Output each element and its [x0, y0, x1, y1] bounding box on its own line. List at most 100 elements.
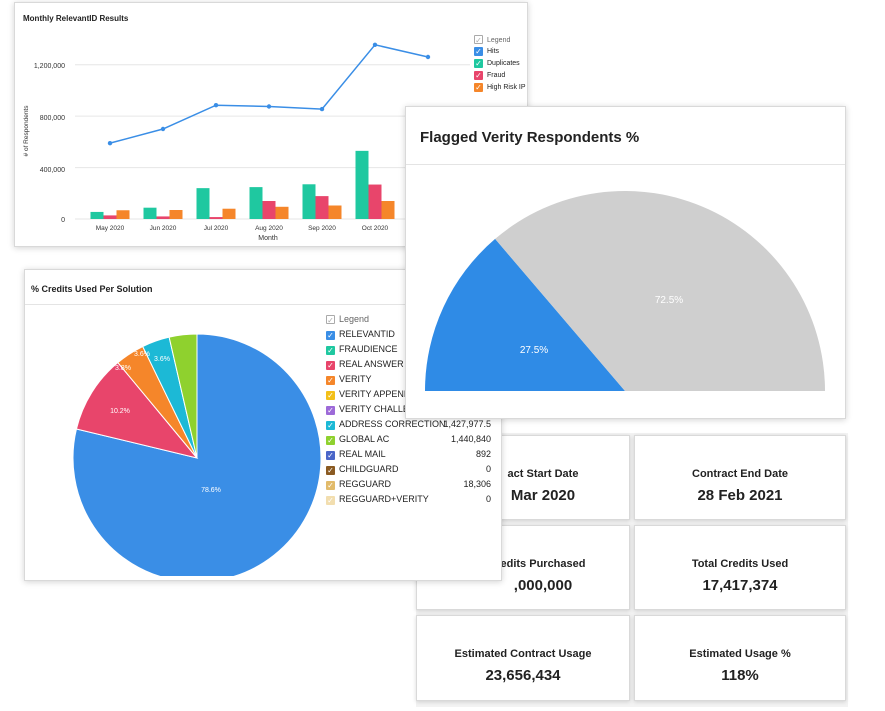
stat-label: act Start Date — [507, 468, 579, 480]
bar-high-risk-ip[interactable] — [116, 210, 130, 219]
checkbox-icon[interactable]: ✓ — [326, 481, 335, 490]
stat-value: 23,656,434 — [485, 667, 561, 684]
pie-slice-global-ac[interactable] — [168, 333, 198, 459]
legend-value: 0 — [485, 494, 491, 504]
bar-fraud[interactable] — [262, 201, 276, 219]
legend-item-duplicates[interactable]: ✓ Duplicates — [474, 59, 520, 68]
bar-duplicates[interactable] — [355, 150, 369, 219]
x-tick-label: May 2020 — [96, 225, 125, 232]
legend-label: Hits — [487, 48, 500, 55]
legend-label: VERITY — [339, 374, 372, 384]
stat-value: ,000,000 — [513, 577, 573, 594]
legend-item-high-risk-ip[interactable]: ✓ High Risk IP — [474, 83, 526, 92]
legend-label: CHILDGUARD — [339, 464, 399, 474]
legend-value: 18,306 — [463, 479, 491, 489]
legend-item[interactable]: ✓ VERITY APPEND — [326, 387, 496, 401]
stats-panel: act Start Date Mar 2020 Contract End Dat… — [416, 433, 848, 707]
checkbox-icon[interactable]: ✓ — [474, 47, 483, 56]
stat-label: edits Purchased — [500, 558, 586, 570]
stat-value: 17,417,374 — [702, 577, 778, 594]
checkbox-icon[interactable]: ✓ — [326, 466, 335, 475]
point-hits[interactable] — [372, 42, 378, 47]
flagged-verity-card: Flagged Verity Respondents % 27.5% 72.5% — [405, 106, 846, 419]
legend-item[interactable]: ✓ REGGUARD 18,306 — [326, 477, 496, 491]
monthly-legend: ✓ Legend ✓ Hits ✓ Duplicates ✓ Fraud ✓ High R… — [474, 35, 529, 105]
y-tick-label: 800,000 — [40, 115, 65, 122]
legend-toggle-icon[interactable]: ✓ — [474, 35, 483, 45]
legend-value: 0 — [485, 464, 491, 474]
bar-high-risk-ip[interactable] — [328, 205, 342, 220]
point-hits[interactable] — [213, 103, 219, 108]
bar-fraud[interactable] — [368, 184, 382, 219]
checkbox-icon[interactable]: ✓ — [326, 331, 335, 340]
bar-duplicates[interactable] — [196, 188, 210, 219]
stat-value: Mar 2020 — [510, 487, 576, 504]
checkbox-icon[interactable]: ✓ — [326, 361, 335, 370]
bar-fraud[interactable] — [315, 196, 329, 219]
stat-label: Estimated Contract Usage — [454, 648, 592, 660]
bar-high-risk-ip[interactable] — [222, 208, 236, 219]
point-hits[interactable] — [107, 140, 113, 146]
legend-toggle-icon[interactable]: ✓ — [326, 315, 335, 325]
legend-value: 1,440,840 — [450, 434, 491, 444]
pie-slice-real-answer[interactable] — [75, 361, 199, 459]
legend-item[interactable]: ✓ CHILDGUARD 0 — [326, 462, 496, 476]
legend-item[interactable]: ✓ REAL MAIL 892 — [326, 447, 496, 461]
checkbox-icon[interactable]: ✓ — [474, 59, 483, 68]
legend-item[interactable]: ✓ REAL ANSWER — [326, 357, 496, 371]
point-hits[interactable] — [160, 126, 166, 132]
bar-duplicates[interactable] — [249, 187, 263, 219]
x-tick-label: Jul 2020 — [204, 225, 229, 232]
point-hits[interactable] — [425, 54, 431, 60]
checkbox-icon[interactable]: ✓ — [326, 421, 335, 430]
bar-high-risk-ip[interactable] — [275, 206, 289, 219]
bar-duplicates[interactable] — [302, 184, 316, 219]
point-hits[interactable] — [266, 104, 272, 109]
legend-item[interactable]: ✓ REGGUARD+VERITY 0 — [326, 492, 496, 506]
x-axis-label: Month — [258, 235, 278, 242]
legend-title: Legend — [339, 314, 370, 324]
legend-item[interactable]: ✓ FRAUDIENCE — [326, 342, 496, 356]
legend-item-hits[interactable]: ✓ Hits — [474, 47, 499, 56]
divider — [25, 304, 501, 305]
checkbox-icon[interactable]: ✓ — [326, 451, 335, 460]
checkbox-icon[interactable]: ✓ — [326, 346, 335, 355]
legend-label: RELEVANTID — [339, 329, 395, 339]
y-axis-label: # of Respondents — [23, 105, 30, 157]
bar-fraud[interactable] — [156, 216, 170, 219]
stat-total-credits-used: Total Credits Used 17,417,374 — [634, 525, 846, 610]
legend-label: ADDRESS CORRECTION — [339, 419, 446, 429]
x-tick-label: Jun 2020 — [150, 225, 177, 232]
legend-item[interactable]: ✓ VERITY CHALLEN — [326, 402, 496, 416]
x-tick-label: Oct 2020 — [362, 225, 389, 232]
legend-item-fraud[interactable]: ✓ Fraud — [474, 71, 505, 80]
stat-value: 118% — [721, 667, 759, 684]
point-hits[interactable] — [319, 106, 325, 112]
legend-item[interactable]: ✓ GLOBAL AC 1,440,840 — [326, 432, 496, 446]
pie-slice-relevantid[interactable] — [72, 333, 322, 576]
bar-duplicates[interactable] — [143, 207, 157, 219]
checkbox-icon[interactable]: ✓ — [326, 376, 335, 385]
legend-label: REGGUARD+VERITY — [339, 494, 429, 504]
bar-fraud[interactable] — [103, 215, 117, 219]
bar-high-risk-ip[interactable] — [381, 201, 395, 219]
bar-fraud[interactable] — [209, 217, 223, 219]
y-tick-label: 1,200,000 — [34, 63, 65, 70]
legend-item[interactable]: ✓ ADDRESS CORRECTION 1,427,977.5 — [326, 417, 496, 431]
legend-label: VERITY CHALLEN — [339, 404, 416, 414]
legend-item[interactable]: ✓ VERITY — [326, 372, 496, 386]
checkbox-icon[interactable]: ✓ — [326, 496, 335, 505]
gauge-label-unflagged: 72.5% — [655, 295, 683, 306]
checkbox-icon[interactable]: ✓ — [326, 391, 335, 400]
checkbox-icon[interactable]: ✓ — [326, 406, 335, 415]
legend-value: 1,427,977.5 — [443, 419, 491, 429]
legend-item[interactable]: ✓ RELEVANTID — [326, 327, 496, 341]
bar-duplicates[interactable] — [90, 211, 104, 219]
credits-legend: ✓ Legend ✓ RELEVANTID ✓ FRAUDIENCE ✓ REAL ANSW… — [326, 312, 496, 512]
checkbox-icon[interactable]: ✓ — [474, 83, 483, 92]
bar-high-risk-ip[interactable] — [169, 210, 183, 219]
monthly-results-chart: May 2020 Jun 2020 Jul 2020 Aug 2020 Sep 2020… — [23, 42, 470, 242]
legend-label: REGGUARD — [339, 479, 392, 489]
checkbox-icon[interactable]: ✓ — [326, 436, 335, 445]
checkbox-icon[interactable]: ✓ — [474, 71, 483, 80]
